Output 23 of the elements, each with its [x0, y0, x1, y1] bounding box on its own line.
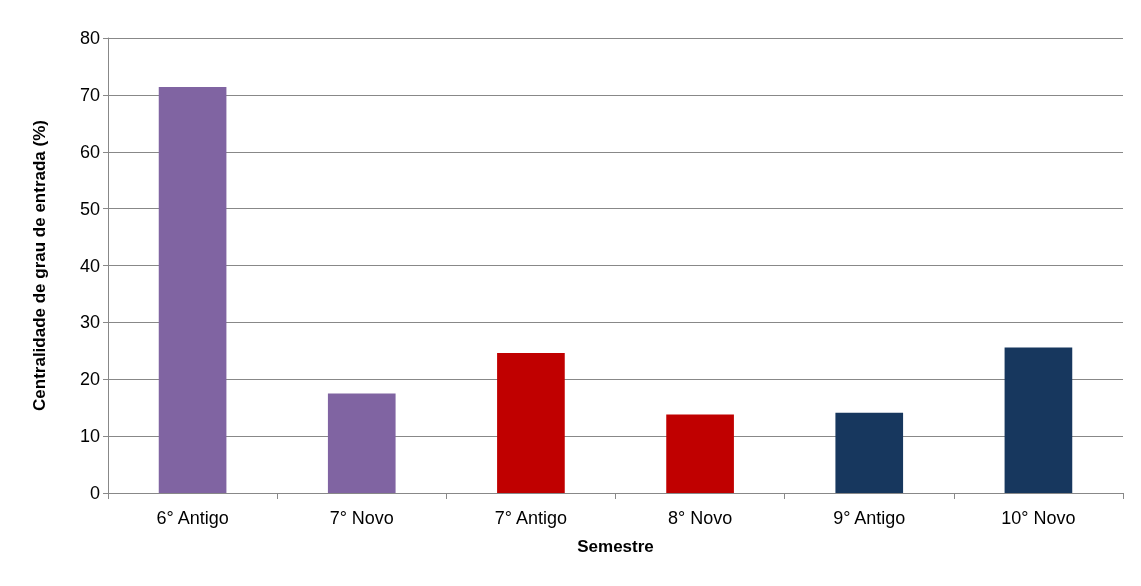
y-tick-label: 60: [79, 141, 100, 162]
x-tick-label: 10° Novo: [1001, 508, 1076, 528]
bar: [327, 393, 396, 493]
y-axis-title: Centralidade de grau de entrada (%): [30, 120, 49, 411]
x-axis-title: Semestre: [577, 537, 654, 556]
y-tick-label: 50: [79, 198, 100, 219]
x-tick-label: 9° Antigo: [833, 508, 906, 528]
y-tick-label: 30: [79, 312, 100, 333]
y-tick-label: 0: [89, 483, 100, 503]
x-tick-label: 8° Novo: [667, 508, 733, 528]
x-tick-label: 7° Antigo: [494, 508, 568, 528]
y-tick-label: 20: [79, 369, 100, 390]
bar: [497, 353, 565, 493]
x-tick-label: 7° Novo: [329, 508, 394, 528]
y-tick-label: 80: [79, 28, 100, 48]
y-tick-label: 10: [79, 426, 100, 447]
bar: [158, 86, 227, 493]
bar: [666, 414, 734, 493]
x-tick-label: 6° Antigo: [156, 508, 229, 528]
bar: [835, 412, 904, 493]
y-tick-label: 70: [79, 84, 100, 105]
y-tick-label: 40: [79, 255, 100, 276]
bar: [1004, 347, 1073, 493]
